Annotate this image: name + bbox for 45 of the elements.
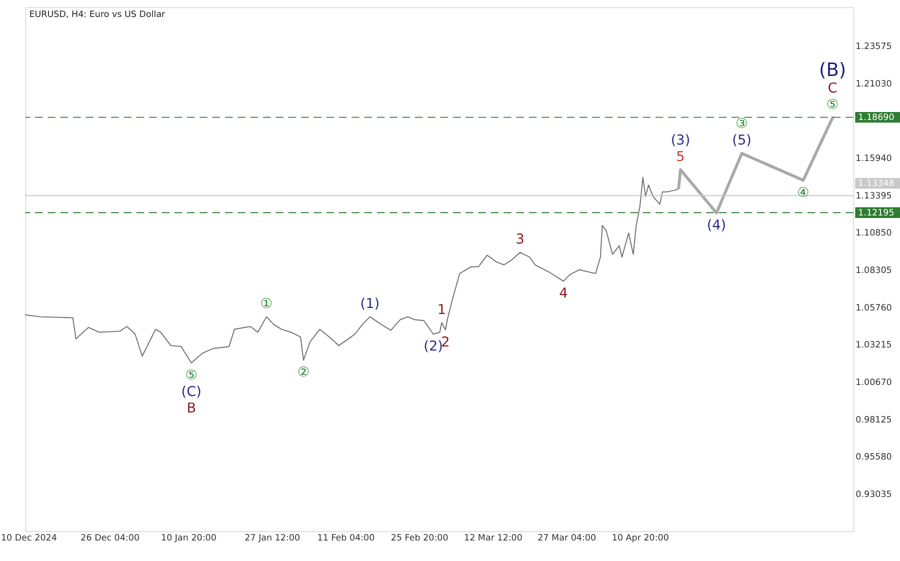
x-tick-label: 10 Jan 20:00: [161, 533, 216, 544]
x-tick-label: 25 Feb 20:00: [390, 533, 448, 544]
annotation: (1): [360, 296, 380, 312]
y-tick-label: 1.05760: [856, 303, 892, 314]
y-tick-label: 1.08305: [856, 266, 892, 276]
x-tick-label: 27 Jan 12:00: [244, 533, 300, 544]
chart-title: EURUSD, H4: Euro vs US Dollar: [29, 10, 166, 20]
y-tick-label: 0.95580: [856, 452, 892, 463]
annotation: ①: [260, 296, 273, 312]
annotation: ⑤: [185, 367, 198, 384]
x-tick-label: 12 Mar 12:00: [464, 533, 522, 544]
line-series: [24, 176, 680, 364]
x-tick-label: 26 Dec 04:00: [80, 533, 140, 544]
annotation: ⑤: [826, 96, 839, 113]
y-tick-label: 1.00670: [856, 378, 892, 388]
x-tick-label: 10 Apr 20:00: [612, 533, 669, 544]
annotation: 1: [437, 302, 446, 318]
annotation: ③: [736, 116, 748, 132]
ref-line-label: 1.12195: [858, 208, 894, 219]
annotation: 5: [676, 148, 685, 165]
x-tick-label: 27 Mar 04:00: [538, 533, 596, 544]
annotation: (4): [706, 218, 726, 234]
y-tick-label: 0.93035: [856, 490, 892, 500]
ref-line-label: 1.18690: [858, 113, 894, 124]
annotation: ②: [297, 364, 310, 381]
annotation: ④: [797, 184, 810, 201]
y-tick-label: 1.23575: [856, 42, 892, 52]
y-tick-label: 1.03215: [856, 340, 892, 351]
annotation: C: [828, 80, 838, 96]
annotation: (2): [424, 338, 443, 355]
y-tick-label: 1.13395: [856, 191, 892, 202]
y-tick-label: 1.21030: [856, 79, 892, 90]
x-tick-label: 11 Feb 04:00: [317, 533, 375, 544]
annotation: 4: [559, 286, 568, 302]
annotation: B: [186, 400, 196, 417]
y-tick-label: 1.10850: [856, 228, 892, 239]
y-tick-label: 1.15940: [856, 154, 892, 164]
annotation: (3): [670, 132, 690, 148]
annotation: 2: [441, 334, 450, 350]
x-tick-label: 10 Dec 2024: [0, 533, 58, 544]
annotation: (5): [732, 132, 752, 149]
y-tick-label: 0.98125: [856, 415, 892, 426]
annotation: 3: [516, 232, 524, 248]
annotation: (B): [818, 60, 846, 81]
annotation: (C): [181, 384, 202, 400]
